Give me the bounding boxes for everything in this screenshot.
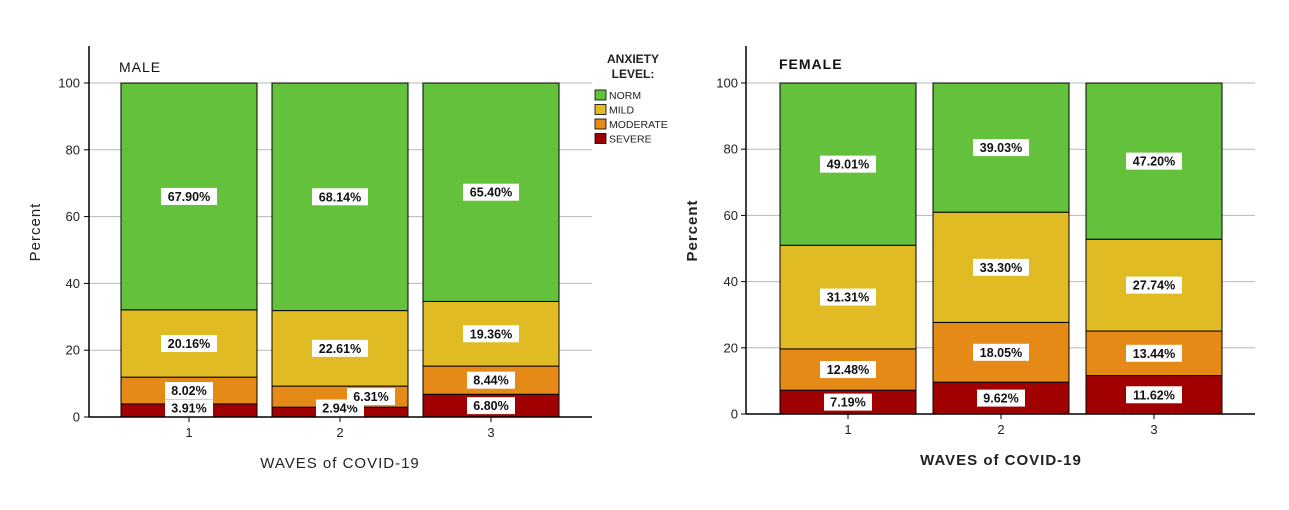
x-tick-label: 2 [997,422,1004,437]
legend-swatch-severe [594,133,607,144]
data-label: 11.62% [1133,388,1175,402]
data-label-box [1126,344,1182,362]
legend-label: SEVERE [609,134,652,146]
data-label: 49.01% [827,158,869,172]
data-label-box [820,155,876,173]
x-tick-label: 3 [487,425,494,440]
x-tick-label: 1 [844,422,851,437]
data-label: 31.31% [827,291,869,305]
legend-swatch-moderate [594,118,607,130]
data-label: 8.44% [473,374,508,388]
legend-title: LEVEL: [612,67,655,81]
data-label: 33.30% [980,261,1022,275]
data-label-box [973,258,1029,276]
data-label: 12.48% [827,363,869,377]
data-label-box [161,187,217,205]
data-label-box [1126,152,1182,170]
y-axis-label: Percent [27,203,44,262]
legend-swatch-norm [594,89,607,101]
data-label-box [467,397,515,415]
data-label: 68.14% [319,190,361,204]
x-tick-label: 2 [336,425,343,440]
data-label: 9.62% [983,392,1018,406]
data-label: 19.36% [470,327,512,341]
data-label: 18.05% [980,346,1022,360]
y-tick-label: 40 [724,274,738,289]
data-label: 47.20% [1133,155,1175,169]
data-label: 22.61% [319,342,361,356]
y-tick-label: 60 [724,208,738,223]
chart-panel-male: 0204060801003.91%8.02%20.16%67.90%12.94%… [27,46,592,472]
legend-label: MILD [609,105,635,117]
data-label-box [161,334,217,352]
data-label-box [973,343,1029,361]
chart-title: MALE [119,59,161,75]
data-label-box [347,388,395,406]
data-label: 67.90% [168,190,210,204]
y-tick-label: 100 [716,76,738,91]
chart-panel-female: 0 20 40 60 80 100 7.19% 12.48% 31.31% 49.01% 1 9.62… [684,46,1255,469]
y-tick-label: 80 [724,142,738,157]
data-label-box [820,361,876,379]
y-tick-label: 20 [724,340,738,355]
data-label: 20.16% [168,337,210,351]
y-tick-label: 20 [66,343,80,358]
data-label-box [312,339,368,357]
data-label-box [165,382,213,400]
y-tick-label: 80 [66,142,80,157]
y-tick-label: 100 [58,76,80,91]
data-label: 7.19% [830,396,865,410]
x-axis-label: WAVES of COVID-19 [920,452,1082,469]
data-label-box [977,389,1025,407]
data-label-box [165,399,213,417]
legend-swatch-mild [594,104,607,115]
legend-label: NORM [609,90,641,102]
y-axis-label: Percent [684,199,701,261]
y-tick-label: 40 [66,276,80,291]
data-label-box [467,371,515,389]
data-label: 65.40% [470,186,512,200]
data-label: 13.44% [1133,347,1175,361]
data-label-box [1126,386,1182,404]
data-label-box [973,139,1029,157]
data-label-box [463,325,519,343]
data-label: 27.74% [1133,279,1175,293]
data-label-box [820,288,876,306]
x-tick-label: 1 [185,425,192,440]
data-label: 6.31% [353,390,388,404]
legend-label: MODERATE [609,119,668,131]
data-label: 3.91% [171,402,206,416]
y-tick-label: 60 [66,209,80,224]
data-label: 39.03% [980,141,1022,155]
chart-title: FEMALE [779,56,843,72]
legend-title: ANXIETY [607,52,659,66]
x-axis-label: WAVES of COVID-19 [260,455,420,472]
data-label-box [824,393,872,411]
data-label-box [463,183,519,201]
data-label-box [312,188,368,206]
y-tick-label: 0 [731,407,738,422]
x-tick-label: 3 [1150,422,1157,437]
y-tick-label: 0 [73,410,80,425]
data-label-box [1126,276,1182,294]
data-label: 8.02% [171,384,206,398]
data-label: 6.80% [473,399,508,413]
